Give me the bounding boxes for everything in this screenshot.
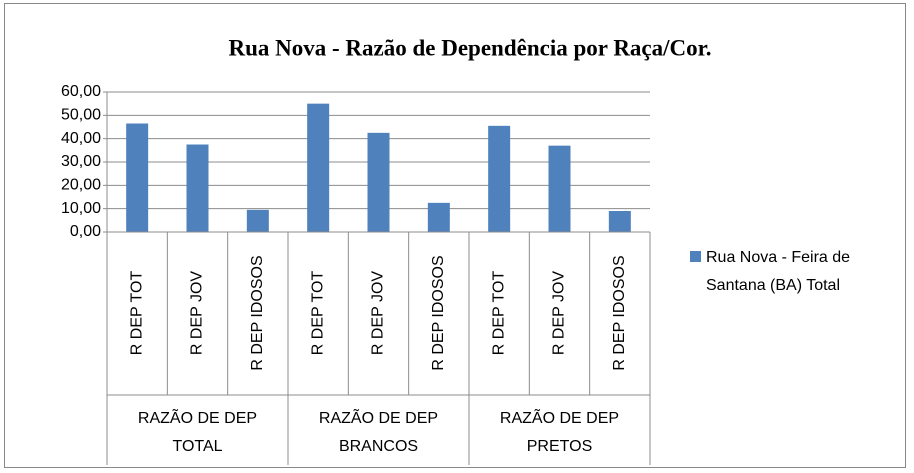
legend-label: Rua Nova - Feira de Santana (BA) Total xyxy=(706,249,851,294)
bar xyxy=(307,103,330,233)
y-tick-label: 20,00 xyxy=(61,177,101,194)
x-tick-label: R DEP TOT xyxy=(128,271,145,356)
x-tick-label: R DEP IDOSOS xyxy=(430,255,447,370)
y-tick-label: 0,00 xyxy=(70,223,101,240)
x-tick-label: R DEP IDOSOS xyxy=(249,255,266,370)
bar xyxy=(246,209,269,232)
group-label: RAZÃO DE DEP TOTAL xyxy=(137,410,258,455)
bar xyxy=(608,211,631,232)
y-tick-label: 50,00 xyxy=(61,107,101,124)
bar xyxy=(488,125,511,232)
y-tick-label: 40,00 xyxy=(61,130,101,147)
x-tick-label: R DEP JOV xyxy=(551,271,568,356)
bar xyxy=(186,144,209,232)
x-tick-label: R DEP TOT xyxy=(490,271,507,356)
x-tick-label: R DEP JOV xyxy=(189,271,206,356)
x-tick-label: R DEP JOV xyxy=(370,271,387,356)
y-tick-label: 10,00 xyxy=(61,200,101,217)
chart-title: Rua Nova - Razão de Dependência por Raça… xyxy=(229,35,712,60)
legend-swatch xyxy=(690,251,701,262)
y-tick-label: 60,00 xyxy=(61,83,101,100)
x-tick-label: R DEP TOT xyxy=(309,271,326,356)
x-tick-label: R DEP IDOSOS xyxy=(611,255,628,370)
y-tick-label: 30,00 xyxy=(61,153,101,170)
group-label: RAZÃO DE DEP PRETOS xyxy=(499,410,620,455)
bar xyxy=(427,202,450,232)
group-label: RAZÃO DE DEP BRANCOS xyxy=(318,410,439,455)
bar xyxy=(367,132,390,232)
chart-border xyxy=(4,3,906,468)
bar xyxy=(548,145,571,232)
bar xyxy=(126,123,149,232)
